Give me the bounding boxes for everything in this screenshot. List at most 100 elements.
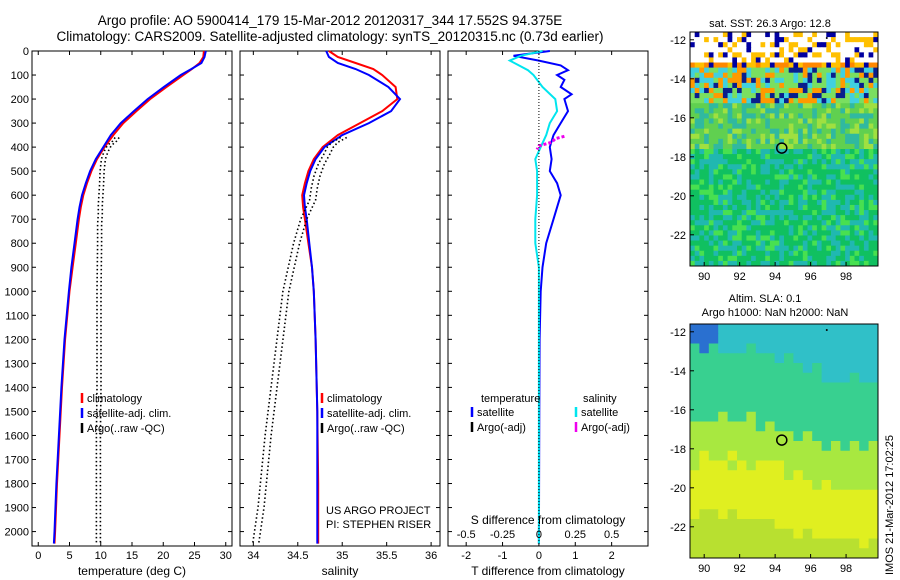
- map-cell: [737, 77, 743, 84]
- map-cell: [859, 67, 865, 74]
- map-cell: [737, 37, 743, 43]
- map-cell: [816, 42, 823, 48]
- map-cell: [718, 353, 729, 364]
- map-cell: [751, 184, 757, 191]
- map-cell: [863, 204, 870, 211]
- map-cell: [798, 154, 804, 160]
- map-cell: [849, 333, 860, 345]
- map-cell: [826, 32, 832, 38]
- map-cell: [737, 52, 743, 59]
- map-cell: [718, 159, 724, 165]
- map-cell: [849, 225, 856, 231]
- map-cell: [859, 113, 865, 120]
- map-cell: [821, 382, 832, 393]
- map-cell: [690, 333, 700, 345]
- map-cell: [765, 113, 771, 120]
- map-cell: [816, 235, 823, 242]
- map-cell: [732, 210, 738, 216]
- map-cell: [718, 133, 724, 140]
- map-cell: [690, 159, 696, 165]
- map-cell: [868, 118, 874, 125]
- map-cell: [784, 184, 790, 191]
- map-cell: [840, 72, 846, 79]
- map-cell: [769, 164, 776, 170]
- map-cell: [840, 324, 851, 335]
- map-cell: [840, 204, 846, 211]
- map-cell: [835, 245, 841, 252]
- map-cell: [741, 250, 747, 257]
- map-cell: [807, 67, 813, 74]
- map-cell: [741, 32, 747, 38]
- map-cell: [704, 72, 710, 79]
- map-cell: [718, 382, 729, 393]
- map-cell: [727, 220, 733, 226]
- map-cell: [788, 255, 794, 262]
- map-cell: [699, 250, 705, 257]
- map-cell: [812, 118, 818, 125]
- map-cell: [788, 108, 794, 114]
- map-cell: [868, 538, 878, 549]
- map-cell: [831, 32, 837, 38]
- map-cell: [807, 52, 813, 59]
- map-cell: [699, 431, 710, 442]
- map-cell: [812, 57, 818, 64]
- map-cell: [699, 489, 710, 501]
- map-cell: [774, 372, 785, 384]
- map-cell: [845, 98, 851, 104]
- map-cell: [793, 184, 799, 191]
- map-cell: [732, 128, 738, 135]
- x-tick-label: 98: [840, 271, 852, 283]
- map-cell: [793, 108, 799, 114]
- map-cell: [722, 32, 729, 38]
- map-cell: [713, 199, 719, 206]
- map-cell: [690, 87, 696, 94]
- series-line: [302, 50, 402, 544]
- map-cell: [812, 220, 818, 226]
- map-cell: [831, 460, 841, 471]
- map-cell: [859, 509, 870, 520]
- map-cell: [863, 113, 870, 120]
- map-cell: [765, 450, 776, 462]
- map-cell: [718, 392, 729, 403]
- map-cell: [690, 363, 700, 374]
- map-cell: [854, 77, 860, 84]
- map-cell: [821, 57, 827, 64]
- map-cell: [812, 353, 823, 364]
- map-cell: [854, 260, 860, 266]
- map-cell: [826, 57, 832, 64]
- map-cell: [821, 179, 827, 186]
- map-cell: [718, 220, 724, 226]
- map-cell: [699, 164, 705, 170]
- map-cell: [727, 93, 733, 99]
- map-cell: [798, 220, 804, 226]
- map-cell: [774, 179, 780, 186]
- map-cell: [769, 93, 776, 99]
- y-tick-label: 900: [11, 262, 29, 274]
- map-cell: [868, 103, 874, 109]
- map-cell: [718, 189, 724, 196]
- map-cell: [863, 260, 870, 266]
- map-cell: [699, 372, 710, 384]
- map-cell: [849, 441, 860, 452]
- map-cell: [835, 52, 841, 59]
- map-cell: [755, 174, 762, 181]
- map-cell: [849, 324, 860, 335]
- map-cell: [737, 103, 743, 109]
- title-line-1: Argo profile: AO 5900414_179 15-Mar-2012…: [97, 13, 563, 28]
- map-cell: [769, 138, 776, 145]
- map-cell: [793, 118, 799, 125]
- map-cell: [784, 159, 790, 165]
- map-cell: [732, 179, 738, 186]
- map-cell: [713, 194, 719, 201]
- series-line: [507, 50, 559, 544]
- map-cell: [821, 194, 827, 201]
- top-axis-label: S difference from climatology: [471, 513, 626, 527]
- map-cell: [690, 67, 696, 74]
- map-cell: [779, 67, 785, 74]
- map-cell: [831, 225, 837, 231]
- map-cell: [793, 154, 799, 160]
- map-cell: [826, 118, 832, 125]
- map-cell: [873, 123, 878, 130]
- map-cell: [849, 77, 856, 84]
- map-cell: [760, 123, 766, 130]
